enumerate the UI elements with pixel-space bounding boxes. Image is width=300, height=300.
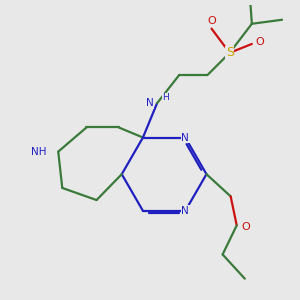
Text: N: N [146, 98, 154, 108]
Text: N: N [182, 206, 189, 216]
Text: S: S [226, 46, 234, 59]
Text: N: N [182, 133, 189, 142]
Text: O: O [207, 16, 216, 26]
Text: O: O [241, 222, 250, 233]
Text: H: H [163, 94, 169, 103]
Text: NH: NH [31, 147, 46, 157]
Text: O: O [256, 37, 264, 47]
